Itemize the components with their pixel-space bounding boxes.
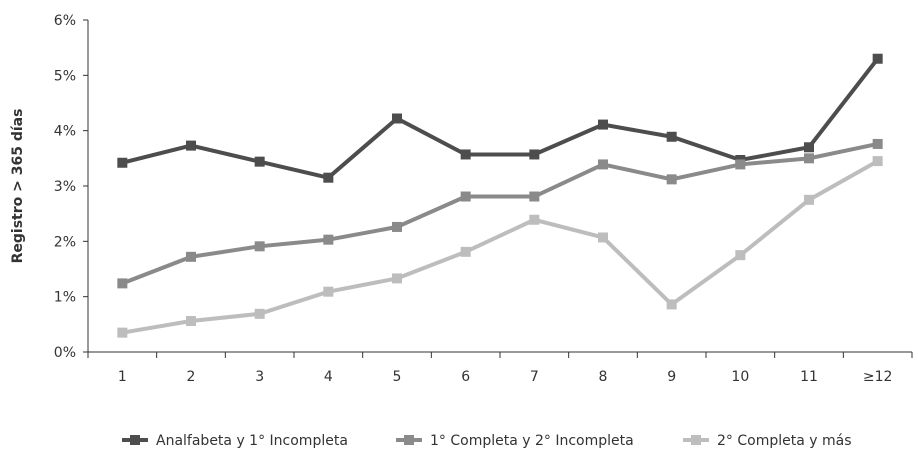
legend-label: Analfabeta y 1° Incompleta: [156, 433, 348, 449]
data-point: [323, 286, 334, 297]
data-point: [804, 142, 814, 153]
legend-item: 2° Completa y más: [683, 433, 852, 449]
data-point: [392, 273, 402, 284]
y-tick-label: 3%: [54, 179, 76, 195]
data-point: [254, 241, 265, 252]
series-group: [117, 138, 883, 289]
legend-marker: [691, 435, 701, 445]
x-tick-label: 3: [255, 369, 264, 385]
legend-label: 1° Completa y 2° Incompleta: [430, 433, 634, 449]
data-point: [186, 251, 196, 262]
x-tick-label: 6: [461, 369, 470, 385]
data-point: [598, 232, 608, 243]
y-tick-label: 1%: [54, 290, 76, 306]
data-point: [117, 278, 128, 289]
x-tick-label: ≥12: [863, 369, 893, 385]
x-tick-label: 4: [324, 369, 333, 385]
data-point: [392, 113, 402, 124]
data-point: [666, 299, 677, 310]
data-point: [529, 214, 540, 225]
legend-marker: [404, 435, 414, 445]
data-point: [186, 316, 196, 327]
data-point: [254, 308, 265, 319]
data-point: [735, 159, 746, 170]
data-point: [598, 119, 608, 130]
data-point: [460, 191, 471, 202]
data-point: [392, 221, 402, 232]
legend-item: Analfabeta y 1° Incompleta: [122, 433, 348, 449]
data-point: [666, 131, 677, 142]
data-point: [804, 194, 814, 205]
y-tick-label: 4%: [54, 124, 76, 140]
series-line: [121, 159, 879, 335]
y-tick-label: 6%: [54, 13, 76, 29]
data-point: [529, 149, 540, 160]
data-point: [186, 140, 196, 151]
y-axis-title: Registro > 365 días: [10, 109, 26, 264]
data-point: [529, 191, 540, 202]
data-point: [872, 53, 883, 64]
legend-marker: [130, 435, 140, 445]
x-tick-label: 2: [187, 369, 196, 385]
axes: 0% 1% 2% 3% 4% 5% 6% 1 2 3 4 5 6 7 8 9 10 11 ≥12: [54, 13, 913, 385]
data-point: [254, 156, 265, 167]
x-tick-label: 11: [800, 369, 818, 385]
series-layer: [117, 53, 883, 338]
legend: Analfabeta y 1° Incompleta 1° Completa y …: [122, 433, 852, 449]
data-point: [666, 174, 677, 185]
data-point: [735, 250, 746, 261]
series-line: [121, 57, 880, 180]
x-tick-label: 8: [599, 369, 608, 385]
series-line: [121, 141, 879, 286]
data-point: [117, 327, 128, 338]
data-point: [872, 138, 883, 149]
series-group: [117, 156, 883, 338]
y-tick-label: 5%: [54, 68, 76, 84]
legend-item: 1° Completa y 2° Incompleta: [396, 433, 634, 449]
data-point: [323, 172, 334, 183]
y-tick-label: 2%: [54, 234, 76, 250]
data-point: [323, 234, 334, 245]
x-tick-label: 10: [731, 369, 749, 385]
data-point: [872, 156, 883, 167]
data-point: [598, 159, 608, 170]
data-point: [804, 153, 814, 164]
y-tick-label: 0%: [54, 345, 76, 361]
x-tick-label: 1: [118, 369, 127, 385]
x-tick-label: 5: [393, 369, 402, 385]
data-point: [460, 246, 471, 257]
x-tick-label: 7: [530, 369, 539, 385]
x-tick-label: 9: [667, 369, 676, 385]
data-point: [460, 149, 471, 160]
legend-label: 2° Completa y más: [717, 433, 852, 449]
data-point: [117, 157, 128, 168]
